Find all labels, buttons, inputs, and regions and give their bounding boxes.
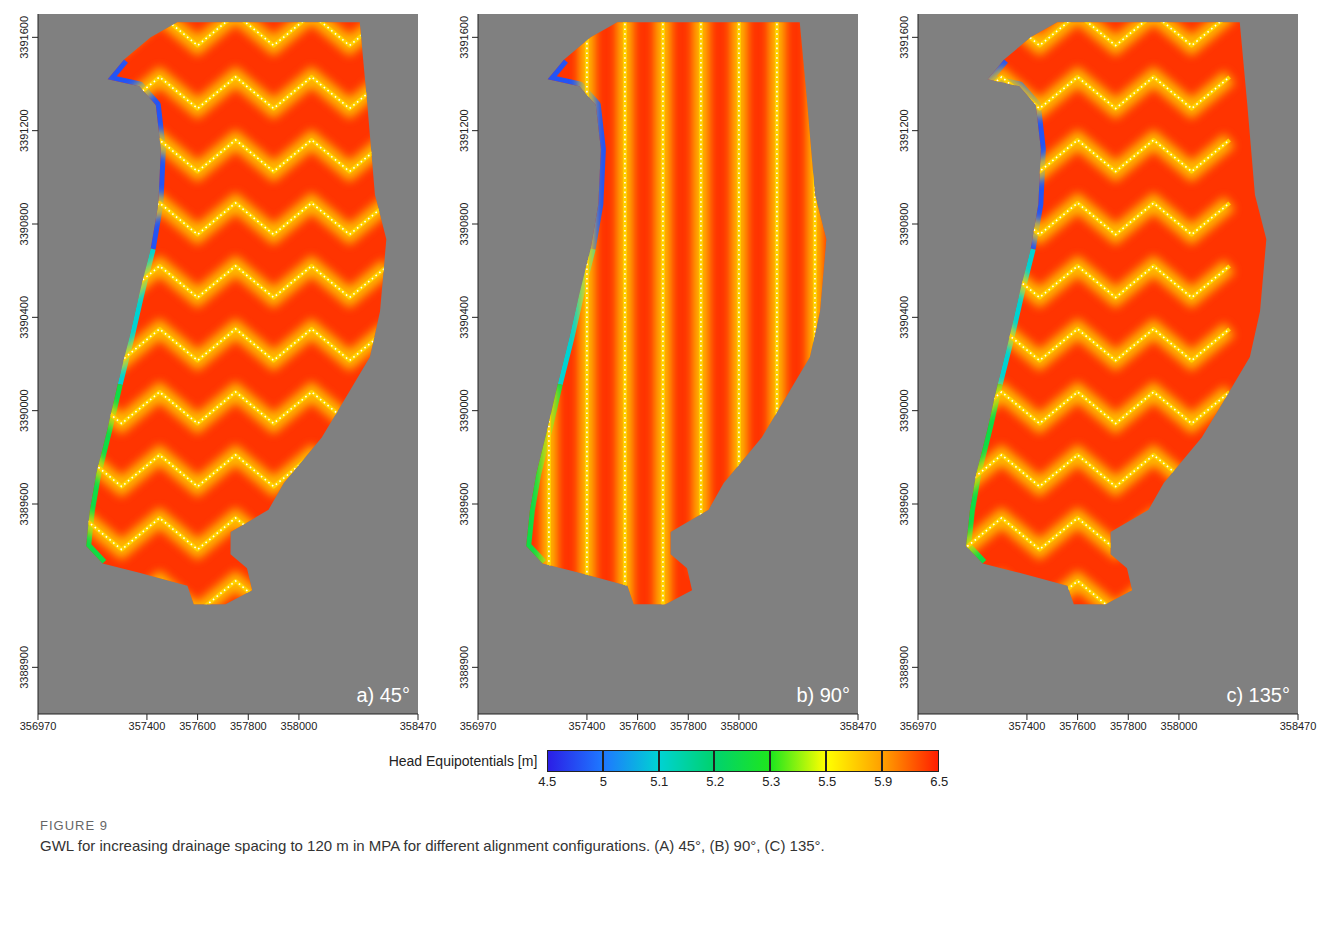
svg-text:3390800: 3390800	[898, 203, 910, 246]
svg-text:3388900: 3388900	[18, 646, 30, 689]
svg-text:3390000: 3390000	[898, 389, 910, 432]
html-text:6.5: 6.5	[930, 774, 949, 789]
svg-text:357400: 357400	[1009, 720, 1046, 732]
svg-text:3390400: 3390400	[898, 296, 910, 339]
svg-text:3390400: 3390400	[458, 296, 470, 339]
svg-text:3388900: 3388900	[898, 646, 910, 689]
html-text:GWL for increasing drainage sp: GWL for increasing drainage spacing to 1…	[40, 837, 825, 854]
svg-text:358000: 358000	[281, 720, 318, 732]
html-text:5.5: 5.5	[818, 774, 837, 789]
svg-text:357800: 357800	[230, 720, 267, 732]
svg-text:357600: 357600	[1059, 720, 1096, 732]
svg-text:3390000: 3390000	[458, 389, 470, 432]
svg-text:3391200: 3391200	[18, 109, 30, 152]
html-text:FIGURE 9: FIGURE 9	[40, 818, 108, 833]
svg-text:357400: 357400	[129, 720, 166, 732]
html-text:5.3: 5.3	[762, 774, 781, 789]
svg-text:3391200: 3391200	[458, 109, 470, 152]
svg-text:3390800: 3390800	[18, 203, 30, 246]
html-text:5.9: 5.9	[874, 774, 893, 789]
html-text:b) 90°: b) 90°	[796, 684, 850, 706]
svg-text:357600: 357600	[619, 720, 656, 732]
html-text:c) 135°: c) 135°	[1226, 684, 1290, 706]
svg-text:357800: 357800	[670, 720, 707, 732]
svg-text:3391600: 3391600	[458, 16, 470, 59]
svg-text:3389600: 3389600	[18, 483, 30, 526]
svg-text:3391600: 3391600	[898, 16, 910, 59]
svg-text:3389600: 3389600	[898, 483, 910, 526]
svg-text:3391200: 3391200	[898, 109, 910, 152]
svg-text:357400: 357400	[569, 720, 606, 732]
svg-text:3391600: 3391600	[18, 16, 30, 59]
svg-text:358000: 358000	[721, 720, 758, 732]
svg-text:356970: 356970	[460, 720, 497, 732]
svg-text:358470: 358470	[1280, 720, 1317, 732]
svg-text:356970: 356970	[20, 720, 57, 732]
svg-text:358470: 358470	[400, 720, 437, 732]
svg-text:3390800: 3390800	[458, 203, 470, 246]
html-text:a) 45°: a) 45°	[356, 684, 410, 706]
html-text:5.1: 5.1	[650, 774, 669, 789]
html-text:4.5: 4.5	[538, 774, 557, 789]
svg-text:358000: 358000	[1161, 720, 1198, 732]
html-text:5.2: 5.2	[706, 774, 725, 789]
svg-text:3390000: 3390000	[18, 389, 30, 432]
svg-text:356970: 356970	[900, 720, 937, 732]
html-text:5: 5	[599, 774, 607, 789]
svg-text:357600: 357600	[179, 720, 216, 732]
svg-text:3390400: 3390400	[18, 296, 30, 339]
html-text:Head Equipotentials [m]: Head Equipotentials [m]	[388, 753, 538, 769]
svg-text:358470: 358470	[840, 720, 877, 732]
svg-text:3389600: 3389600	[458, 483, 470, 526]
svg-text:357800: 357800	[1110, 720, 1147, 732]
svg-text:3388900: 3388900	[458, 646, 470, 689]
